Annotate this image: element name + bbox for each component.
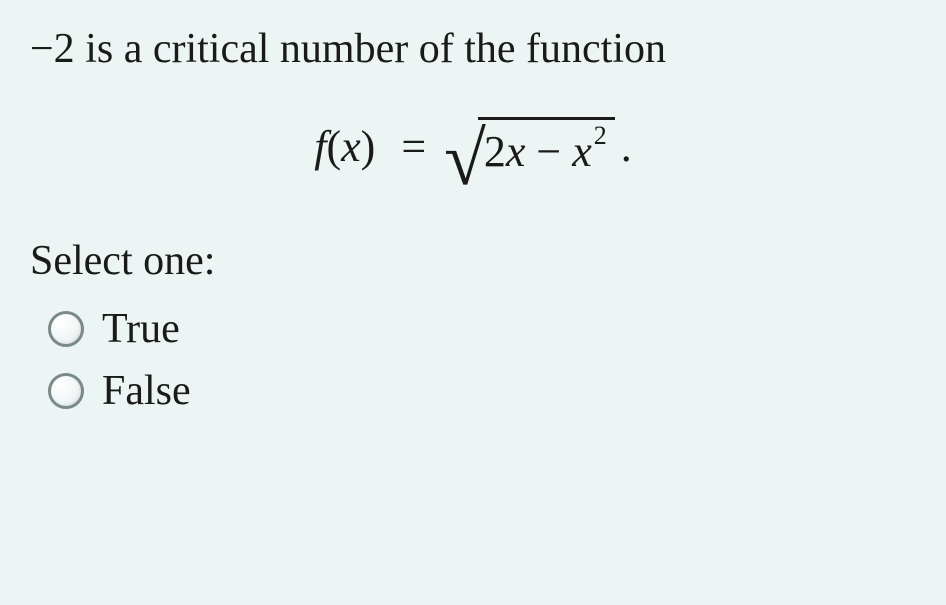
formula-region: f(x) = √ 2x − x2 .: [30, 117, 916, 177]
question-tail: is a critical number of the function: [75, 26, 666, 72]
radical-symbol: √: [444, 137, 486, 183]
paren-close: ): [361, 122, 376, 171]
coef-2: 2: [484, 127, 506, 176]
option-true-label: True: [102, 305, 180, 353]
sym-f: f: [314, 122, 326, 171]
equals-sign: =: [401, 121, 426, 172]
formula-lhs: f(x): [314, 121, 375, 172]
question-card: −2 is a critical number of the function …: [0, 0, 946, 415]
minus-sign: −: [525, 127, 572, 176]
option-false-label: False: [102, 367, 191, 415]
option-true[interactable]: True: [48, 305, 916, 353]
formula: f(x) = √ 2x − x2 .: [314, 117, 632, 177]
sym-x: x: [341, 122, 361, 171]
radicand: 2x − x2: [478, 117, 615, 177]
formula-period: .: [621, 121, 632, 172]
radio-false[interactable]: [48, 373, 84, 409]
question-statement: −2 is a critical number of the function: [30, 22, 916, 77]
square-root: √ 2x − x2: [444, 117, 615, 177]
var-x2: x: [572, 127, 592, 176]
exponent-2: 2: [594, 121, 607, 150]
select-one-prompt: Select one:: [30, 237, 916, 285]
paren-open: (: [326, 122, 341, 171]
var-x1: x: [506, 127, 526, 176]
option-false[interactable]: False: [48, 367, 916, 415]
value-negative-two: −2: [30, 26, 75, 72]
radio-true[interactable]: [48, 311, 84, 347]
